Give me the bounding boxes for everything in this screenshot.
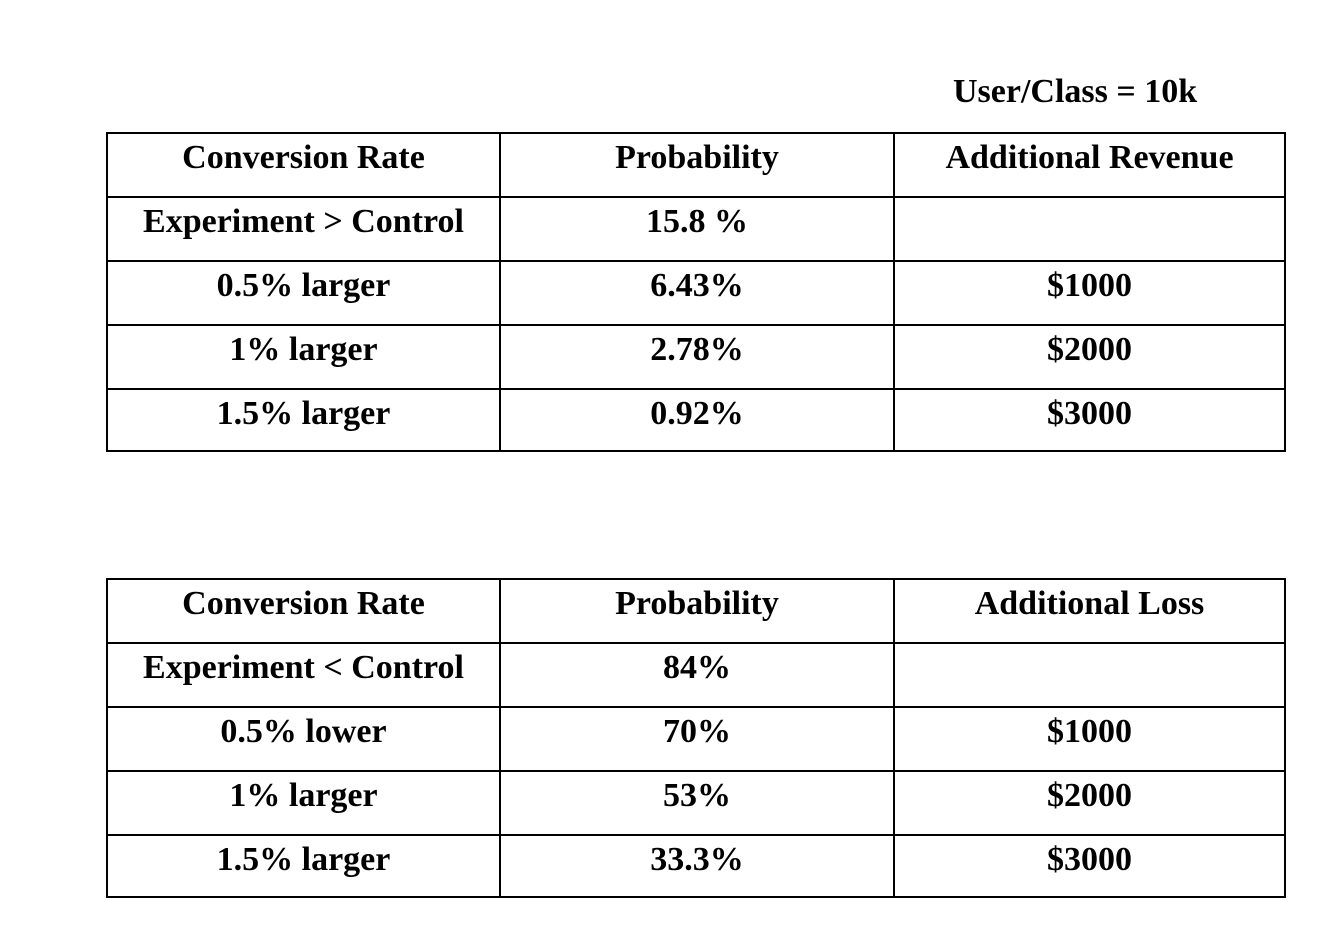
loss-cell: $1000	[893, 706, 1286, 772]
conversion-rate-cell: 0.5% lower	[106, 706, 501, 772]
probability-cell: 84%	[499, 642, 895, 708]
table-row: 1% larger 53% $2000	[106, 770, 1286, 836]
table-row: 1.5% larger 33.3% $3000	[106, 834, 1286, 898]
probability-cell: 33.3%	[499, 834, 895, 898]
table-row: 0.5% larger 6.43% $1000	[106, 260, 1286, 326]
header-additional-revenue: Additional Revenue	[893, 132, 1286, 198]
conversion-rate-cell: 1.5% larger	[106, 834, 501, 898]
probability-cell: 6.43%	[499, 260, 895, 326]
header-probability: Probability	[499, 578, 895, 644]
probability-cell: 0.92%	[499, 388, 895, 452]
revenue-cell: $1000	[893, 260, 1286, 326]
table-row: Experiment < Control 84%	[106, 642, 1286, 708]
probability-cell: 70%	[499, 706, 895, 772]
conversion-rate-cell: Experiment < Control	[106, 642, 501, 708]
conversion-rate-cell: 1.5% larger	[106, 388, 501, 452]
header-probability: Probability	[499, 132, 895, 198]
table-row: 0.5% lower 70% $1000	[106, 706, 1286, 772]
user-class-note: User/Class = 10k	[953, 73, 1198, 110]
table-row: Experiment > Control 15.8 %	[106, 196, 1286, 262]
header-conversion-rate: Conversion Rate	[106, 132, 501, 198]
probability-cell: 53%	[499, 770, 895, 836]
loss-cell: $3000	[893, 834, 1286, 898]
loss-cell	[893, 642, 1286, 708]
loss-table: Conversion Rate Probability Additional L…	[106, 578, 1286, 898]
conversion-rate-cell: Experiment > Control	[106, 196, 501, 262]
revenue-table: Conversion Rate Probability Additional R…	[106, 132, 1286, 452]
revenue-cell: $2000	[893, 324, 1286, 390]
header-conversion-rate: Conversion Rate	[106, 578, 501, 644]
loss-cell: $2000	[893, 770, 1286, 836]
probability-cell: 2.78%	[499, 324, 895, 390]
header-additional-loss: Additional Loss	[893, 578, 1286, 644]
conversion-rate-cell: 0.5% larger	[106, 260, 501, 326]
conversion-rate-cell: 1% larger	[106, 324, 501, 390]
table-header-row: Conversion Rate Probability Additional L…	[106, 578, 1286, 644]
table-header-row: Conversion Rate Probability Additional R…	[106, 132, 1286, 198]
probability-cell: 15.8 %	[499, 196, 895, 262]
table-row: 1% larger 2.78% $2000	[106, 324, 1286, 390]
conversion-rate-cell: 1% larger	[106, 770, 501, 836]
table-row: 1.5% larger 0.92% $3000	[106, 388, 1286, 452]
revenue-cell	[893, 196, 1286, 262]
revenue-cell: $3000	[893, 388, 1286, 452]
